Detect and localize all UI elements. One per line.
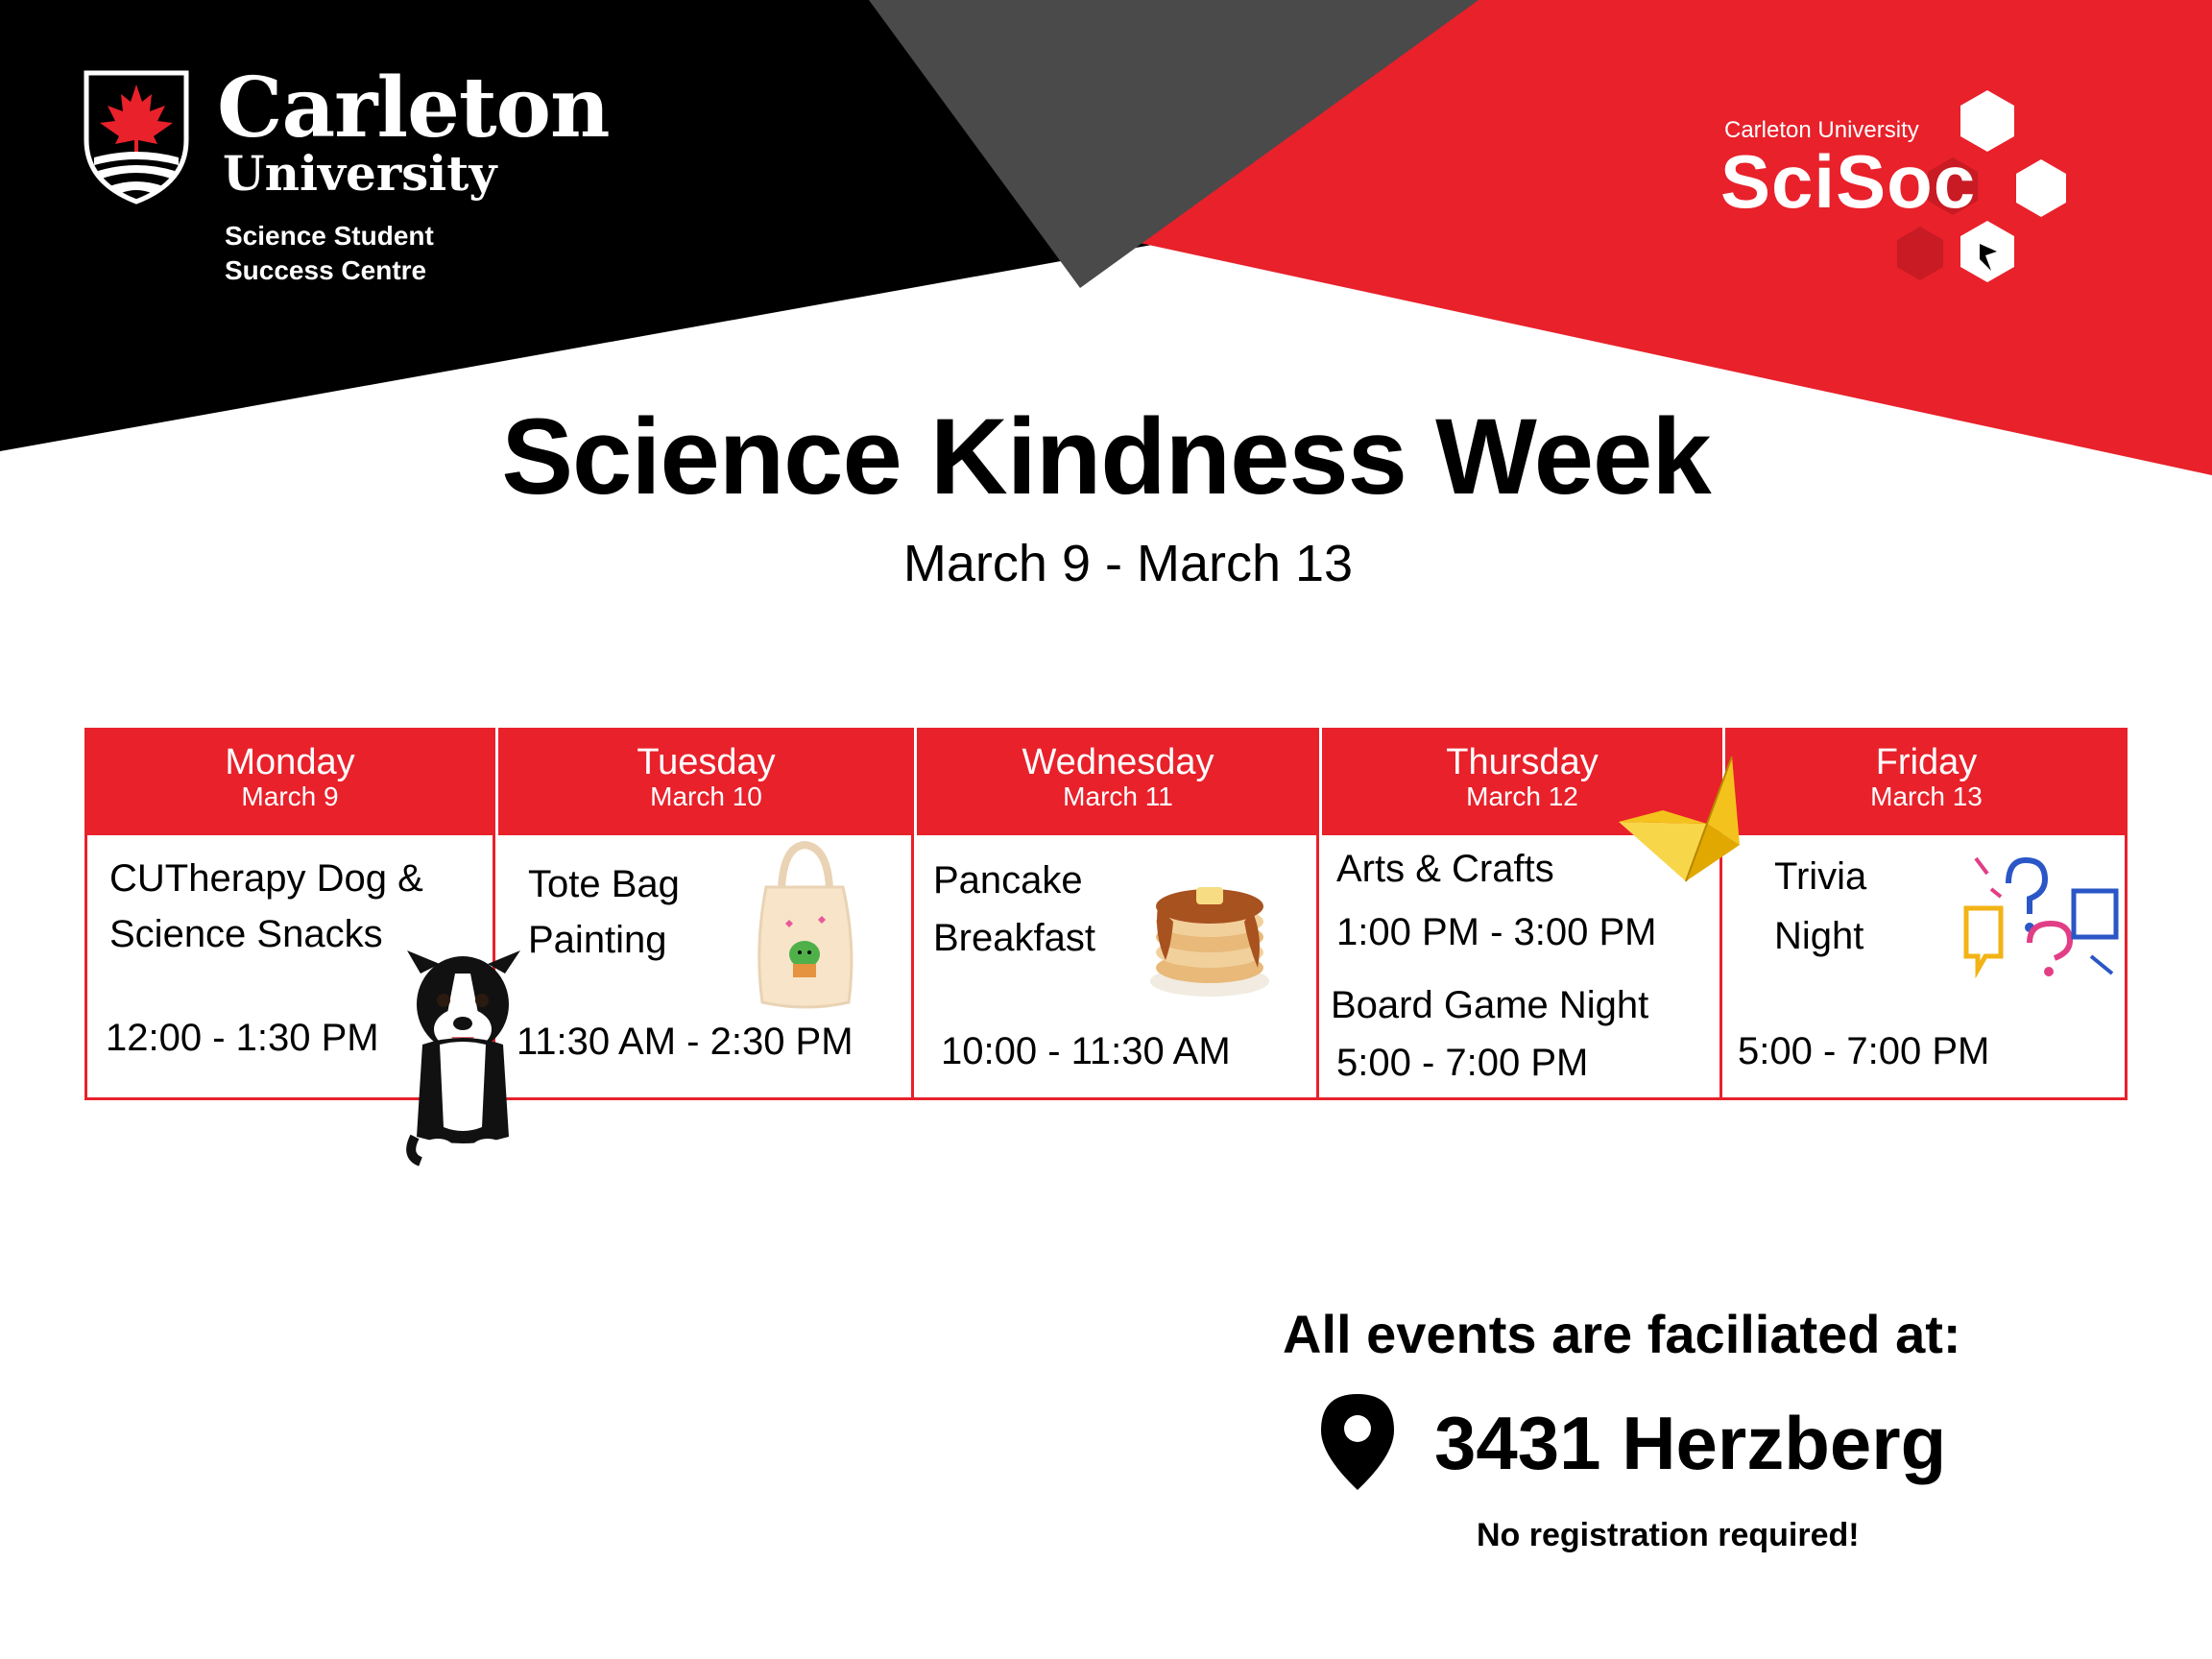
day-body — [495, 835, 914, 1100]
carleton-shield-icon — [84, 70, 189, 204]
hexagon-cluster-icon — [1897, 90, 2066, 282]
day-date: March 11 — [1063, 781, 1173, 811]
schedule-column-wednesday: Wednesday March 11 Pancake Breakfast 10:… — [914, 728, 1319, 1100]
registration-note: No registration required! — [1477, 1517, 1860, 1553]
day-body — [914, 835, 1319, 1100]
day-name: Monday — [225, 742, 355, 782]
event-name-line: Science Snacks — [109, 913, 383, 955]
event-time: 11:30 AM - 2:30 PM — [517, 1021, 854, 1063]
day-name: Tuesday — [637, 742, 776, 782]
day-date: March 9 — [241, 781, 339, 811]
schedule-column-friday: Friday March 13 Trivia Night 5:00 - 7:00… — [1722, 728, 2128, 1100]
unit-name: Science Student Success Centre — [225, 219, 434, 288]
carleton-logo: Carleton University Science Student Succ… — [83, 67, 610, 298]
puppy-illustration — [406, 950, 520, 1166]
scisoc-logo: Carleton University SciSoc — [1709, 90, 2122, 292]
origami-bird-illustration — [1619, 757, 1740, 882]
location-pin-icon — [1321, 1394, 1394, 1490]
question-marks-illustration — [1963, 856, 2119, 979]
schedule-column-monday: Monday March 9 CUTherapy Dog & Science S… — [84, 728, 495, 1100]
day-name: Wednesday — [1022, 742, 1214, 782]
day-date: March 10 — [650, 781, 762, 811]
day-date: March 12 — [1466, 781, 1578, 811]
event-time: 5:00 - 7:00 PM — [1336, 1042, 1589, 1084]
event-name-line: Arts & Crafts — [1336, 848, 1554, 890]
venue-location: 3431 Herzberg — [1434, 1401, 1947, 1485]
event-title: Science Kindness Week — [501, 397, 1711, 517]
carleton-wordmark: Carleton — [217, 60, 610, 156]
event-name-line: Pancake — [933, 859, 1083, 902]
event-name-line: Board Game Night — [1331, 984, 1649, 1026]
schedule-column-thursday: Thursday March 12 Arts & Crafts 1:00 PM … — [1319, 728, 1722, 1100]
day-body — [1722, 835, 2128, 1100]
unit-line-2: Success Centre — [225, 255, 427, 285]
event-name-line: Night — [1774, 915, 1864, 957]
event-name-line: Breakfast — [933, 917, 1095, 959]
event-name-line: Painting — [528, 919, 667, 961]
event-name-line: Trivia — [1774, 855, 1867, 898]
event-dates: March 9 - March 13 — [902, 535, 1354, 592]
day-name: Thursday — [1446, 742, 1599, 782]
schedule-table: Monday March 9 CUTherapy Dog & Science S… — [84, 728, 2128, 1100]
day-body — [1319, 835, 1722, 1100]
day-header: Monday March 9 — [84, 728, 495, 835]
event-name-line: CUTherapy Dog & — [109, 857, 423, 900]
day-name: Friday — [1875, 742, 1978, 782]
day-header: Wednesday March 11 — [914, 728, 1319, 835]
event-name-line: Tote Bag — [528, 863, 680, 905]
event-time: 12:00 - 1:30 PM — [106, 1017, 379, 1059]
event-time: 5:00 - 7:00 PM — [1738, 1030, 1990, 1072]
event-time: 10:00 - 11:30 AM — [941, 1030, 1231, 1072]
scisoc-university-label: Carleton University — [1724, 117, 1919, 143]
day-header: Friday March 13 — [1722, 728, 2128, 835]
scisoc-wordmark: SciSoc — [1720, 139, 1977, 224]
event-time: 1:00 PM - 3:00 PM — [1336, 911, 1657, 953]
pancake-illustration — [1150, 887, 1269, 997]
tote-bag-illustration — [757, 841, 854, 1009]
university-wordmark: University — [223, 145, 497, 202]
day-header: Tuesday March 10 — [495, 728, 914, 835]
unit-line-1: Science Student — [225, 221, 434, 251]
venue-heading: All events are faciliated at: — [1283, 1304, 1961, 1364]
schedule-column-tuesday: Tuesday March 10 Tote Bag Painting 11:30… — [495, 728, 914, 1100]
day-date: March 13 — [1870, 781, 1983, 811]
day-body — [84, 835, 495, 1100]
